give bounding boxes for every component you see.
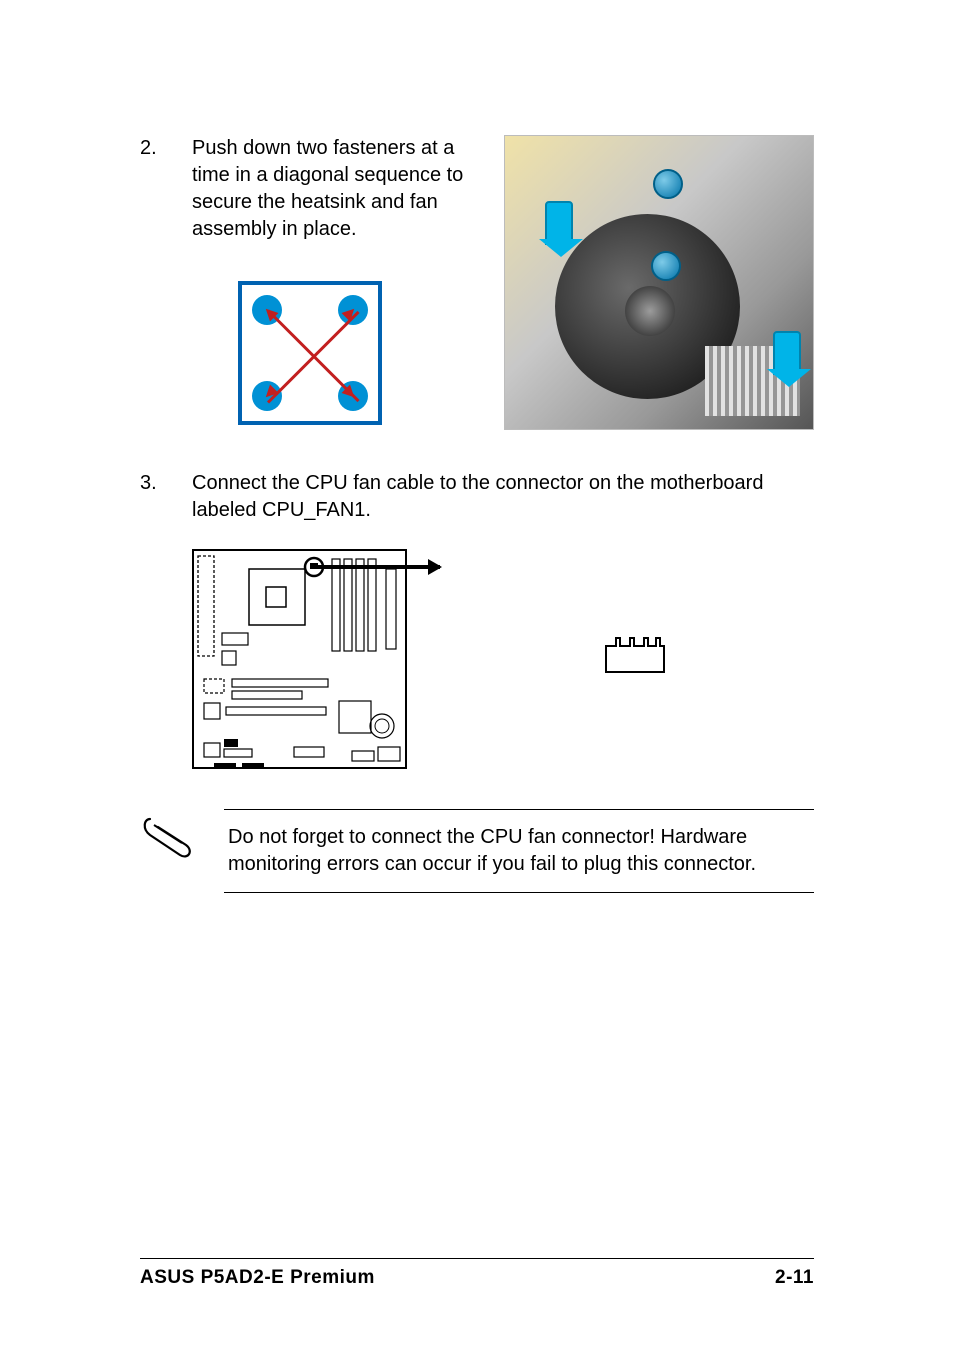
fan-pin-icon bbox=[615, 637, 621, 647]
motherboard-svg bbox=[194, 551, 409, 771]
footer-product-name: ASUS P5AD2-E Premium bbox=[140, 1265, 375, 1291]
motherboard-connector-figure bbox=[192, 549, 814, 769]
heatsink-install-photo bbox=[504, 135, 814, 430]
motherboard-diagram bbox=[192, 549, 407, 769]
note-block: Do not forget to connect the CPU fan con… bbox=[140, 809, 814, 893]
step-2-text: Push down two fasteners at a time in a d… bbox=[192, 135, 476, 243]
fan-pin-icon bbox=[643, 637, 649, 647]
step-number: 2. bbox=[140, 135, 174, 430]
push-down-arrow-icon bbox=[545, 201, 573, 245]
fan-pin-icon bbox=[629, 637, 635, 647]
diagonal-sequence-diagram bbox=[238, 281, 382, 425]
step-2: 2. Push down two fasteners at a time in … bbox=[140, 135, 814, 430]
fastener-highlight-dot bbox=[653, 169, 683, 199]
fan-hub-illustration bbox=[625, 286, 675, 336]
fan-connector-pinout-icon bbox=[605, 645, 665, 673]
step-3-text: Connect the CPU fan cable to the connect… bbox=[192, 470, 814, 524]
fan-pin-icon bbox=[655, 637, 661, 647]
push-down-arrow-icon bbox=[773, 331, 801, 375]
step-3: 3. Connect the CPU fan cable to the conn… bbox=[140, 470, 814, 524]
step-number: 3. bbox=[140, 470, 174, 524]
page-footer: ASUS P5AD2-E Premium 2-11 bbox=[140, 1258, 814, 1291]
note-paperclip-icon bbox=[140, 815, 194, 859]
note-text: Do not forget to connect the CPU fan con… bbox=[228, 824, 810, 878]
footer-page-number: 2-11 bbox=[775, 1265, 814, 1291]
connector-arrow-icon bbox=[310, 565, 440, 569]
fastener-highlight-dot bbox=[651, 251, 681, 281]
